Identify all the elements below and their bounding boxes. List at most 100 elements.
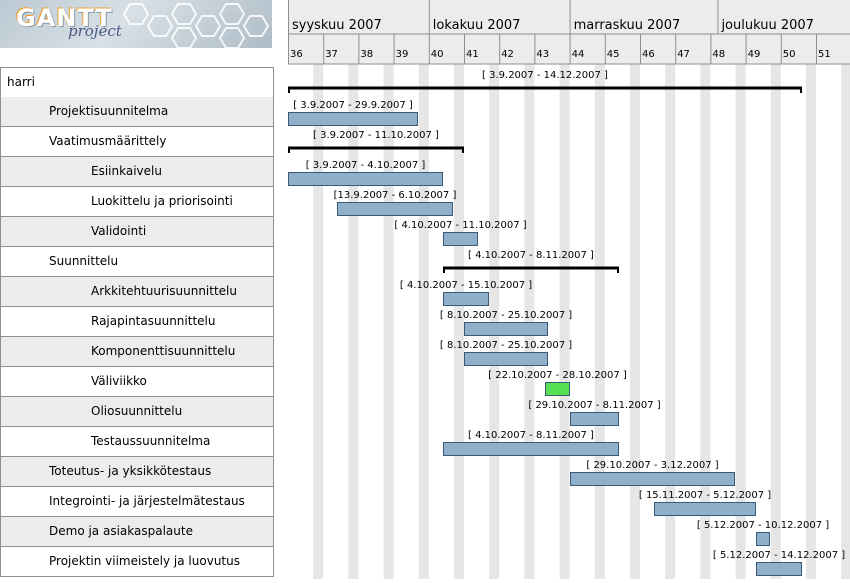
task-row[interactable]: harri xyxy=(0,67,274,98)
weekend-stripe xyxy=(770,64,781,579)
weekend-stripe xyxy=(841,64,850,579)
task-date-range-label: [ 29.10.2007 - 3.12.2007 ] xyxy=(586,460,718,471)
gantt-chart-area: syyskuu 2007 lokakuu 2007 marraskuu 2007 jo… xyxy=(288,0,850,579)
gantt-chart-svg: syyskuu 2007 lokakuu 2007 marraskuu 2007 jo… xyxy=(288,0,850,579)
task-name: Luokittelu ja priorisointi xyxy=(91,194,233,208)
task-name: Integrointi- ja järjestelmätestaus xyxy=(49,494,245,508)
task-row[interactable]: Komponenttisuunnittelu xyxy=(0,337,274,367)
weekend-stripe xyxy=(348,64,359,579)
task-name: Esiinkaivelu xyxy=(91,164,162,178)
weekend-stripe xyxy=(700,64,711,579)
task-name: Toteutus- ja yksikkötestaus xyxy=(49,464,212,478)
weekend-stripe xyxy=(735,64,746,579)
task-name: Oliosuunnittelu xyxy=(91,404,183,418)
task-row[interactable]: Integrointi- ja järjestelmätestaus xyxy=(0,487,274,517)
task-name: Väliviikko xyxy=(91,374,147,388)
hexagon-pattern-icon xyxy=(122,3,270,48)
weekend-stripe xyxy=(805,64,816,579)
task-name: Rajapintasuunnittelu xyxy=(91,314,216,328)
task-date-range-label: [ 3.9.2007 - 29.9.2007 ] xyxy=(293,100,413,111)
task-row[interactable]: Rajapintasuunnittelu xyxy=(0,307,274,337)
weekend-stripe xyxy=(453,64,464,579)
task-bar[interactable] xyxy=(756,562,802,576)
week-label: 37 xyxy=(325,49,338,60)
month-label: joulukuu 2007 xyxy=(720,18,813,33)
task-row[interactable]: Vaatimusmäärittely xyxy=(0,127,274,157)
task-bar[interactable] xyxy=(443,292,489,306)
task-name: Projektin viimeistely ja luovutus xyxy=(49,554,240,568)
task-date-range-label: [ 5.12.2007 - 10.12.2007 ] xyxy=(697,520,829,531)
task-bar[interactable] xyxy=(337,202,453,216)
weekend-stripe xyxy=(383,64,394,579)
task-date-range-label: [ 4.10.2007 - 15.10.2007 ] xyxy=(400,280,532,291)
task-name: Suunnittelu xyxy=(49,254,119,268)
month-label: lokakuu 2007 xyxy=(433,18,521,33)
task-name: Komponenttisuunnittelu xyxy=(91,344,236,358)
task-row[interactable]: Projektin viimeistely ja luovutus xyxy=(0,547,274,577)
task-bar[interactable] xyxy=(443,442,619,456)
weekend-stripe xyxy=(418,64,429,579)
weekend-stripe xyxy=(313,64,324,579)
milestone-bar[interactable] xyxy=(545,382,570,396)
task-date-range-label: [ 3.9.2007 - 4.10.2007 ] xyxy=(306,160,426,171)
week-label: 40 xyxy=(431,49,444,60)
task-bar[interactable] xyxy=(570,472,735,486)
weekend-stripe xyxy=(489,64,500,579)
week-label: 46 xyxy=(642,49,655,60)
week-label: 48 xyxy=(712,49,725,60)
task-date-range-label: [ 4.10.2007 - 8.11.2007 ] xyxy=(468,430,594,441)
weekend-stripe xyxy=(594,64,605,579)
task-row[interactable]: Projektisuunnitelma xyxy=(0,97,274,127)
month-label: syyskuu 2007 xyxy=(292,18,382,33)
task-row[interactable]: Demo ja asiakaspalaute xyxy=(0,517,274,547)
week-label: 44 xyxy=(572,49,585,60)
task-bar[interactable] xyxy=(464,322,548,336)
task-bar[interactable] xyxy=(443,232,478,246)
ganttproject-logo: GANTT project xyxy=(0,0,272,48)
task-name: Validointi xyxy=(91,224,147,238)
weekend-stripe xyxy=(629,64,640,579)
task-bar[interactable] xyxy=(464,352,548,366)
week-label: 50 xyxy=(783,49,796,60)
task-row[interactable]: Oliosuunnittelu xyxy=(0,397,274,427)
task-name: Testaussuunnitelma xyxy=(91,434,211,448)
task-date-range-label: [ 3.9.2007 - 14.12.2007 ] xyxy=(482,70,608,81)
task-date-range-label: [ 4.10.2007 - 11.10.2007 ] xyxy=(394,220,526,231)
task-bar[interactable] xyxy=(756,532,770,546)
task-date-range-label: [ 15.11.2007 - 5.12.2007 ] xyxy=(639,490,771,501)
task-row[interactable]: Esiinkaivelu xyxy=(0,157,274,187)
timeline-header xyxy=(288,0,850,64)
week-label: 41 xyxy=(466,49,479,60)
task-date-range-label: [ 8.10.2007 - 25.10.2007 ] xyxy=(440,340,572,351)
task-bar[interactable] xyxy=(288,172,443,186)
week-label: 42 xyxy=(501,49,514,60)
weekend-stripe xyxy=(524,64,535,579)
task-date-range-label: [ 29.10.2007 - 8.11.2007 ] xyxy=(528,400,660,411)
task-row[interactable]: Testaussuunnitelma xyxy=(0,427,274,457)
task-row[interactable]: Toteutus- ja yksikkötestaus xyxy=(0,457,274,487)
logo-wordmark: GANTT xyxy=(16,4,113,32)
week-label: 38 xyxy=(360,49,373,60)
task-name: Projektisuunnitelma xyxy=(49,104,169,118)
weekend-stripe xyxy=(665,64,676,579)
week-label: 49 xyxy=(748,49,761,60)
task-row[interactable]: Arkkitehtuurisuunnittelu xyxy=(0,277,274,307)
task-bar[interactable] xyxy=(570,412,619,426)
week-label: 45 xyxy=(607,49,620,60)
task-row[interactable]: Väliviikko xyxy=(0,367,274,397)
task-name: Arkkitehtuurisuunnittelu xyxy=(91,284,237,298)
weekend-stripe xyxy=(559,64,570,579)
task-bar[interactable] xyxy=(288,112,418,126)
task-bar[interactable] xyxy=(654,502,756,516)
task-date-range-label: [ 22.10.2007 - 28.10.2007 ] xyxy=(488,370,627,381)
task-date-range-label: [ 8.10.2007 - 25.10.2007 ] xyxy=(440,310,572,321)
month-label: marraskuu 2007 xyxy=(574,18,681,33)
task-name: harri xyxy=(7,75,35,89)
week-label: 43 xyxy=(536,49,549,60)
task-row[interactable]: Suunnittelu xyxy=(0,247,274,277)
week-label: 51 xyxy=(818,49,831,60)
task-row[interactable]: Luokittelu ja priorisointi xyxy=(0,187,274,217)
task-row[interactable]: Validointi xyxy=(0,217,274,247)
task-date-range-label: [ 3.9.2007 - 11.10.2007 ] xyxy=(313,130,439,141)
week-label: 47 xyxy=(677,49,690,60)
